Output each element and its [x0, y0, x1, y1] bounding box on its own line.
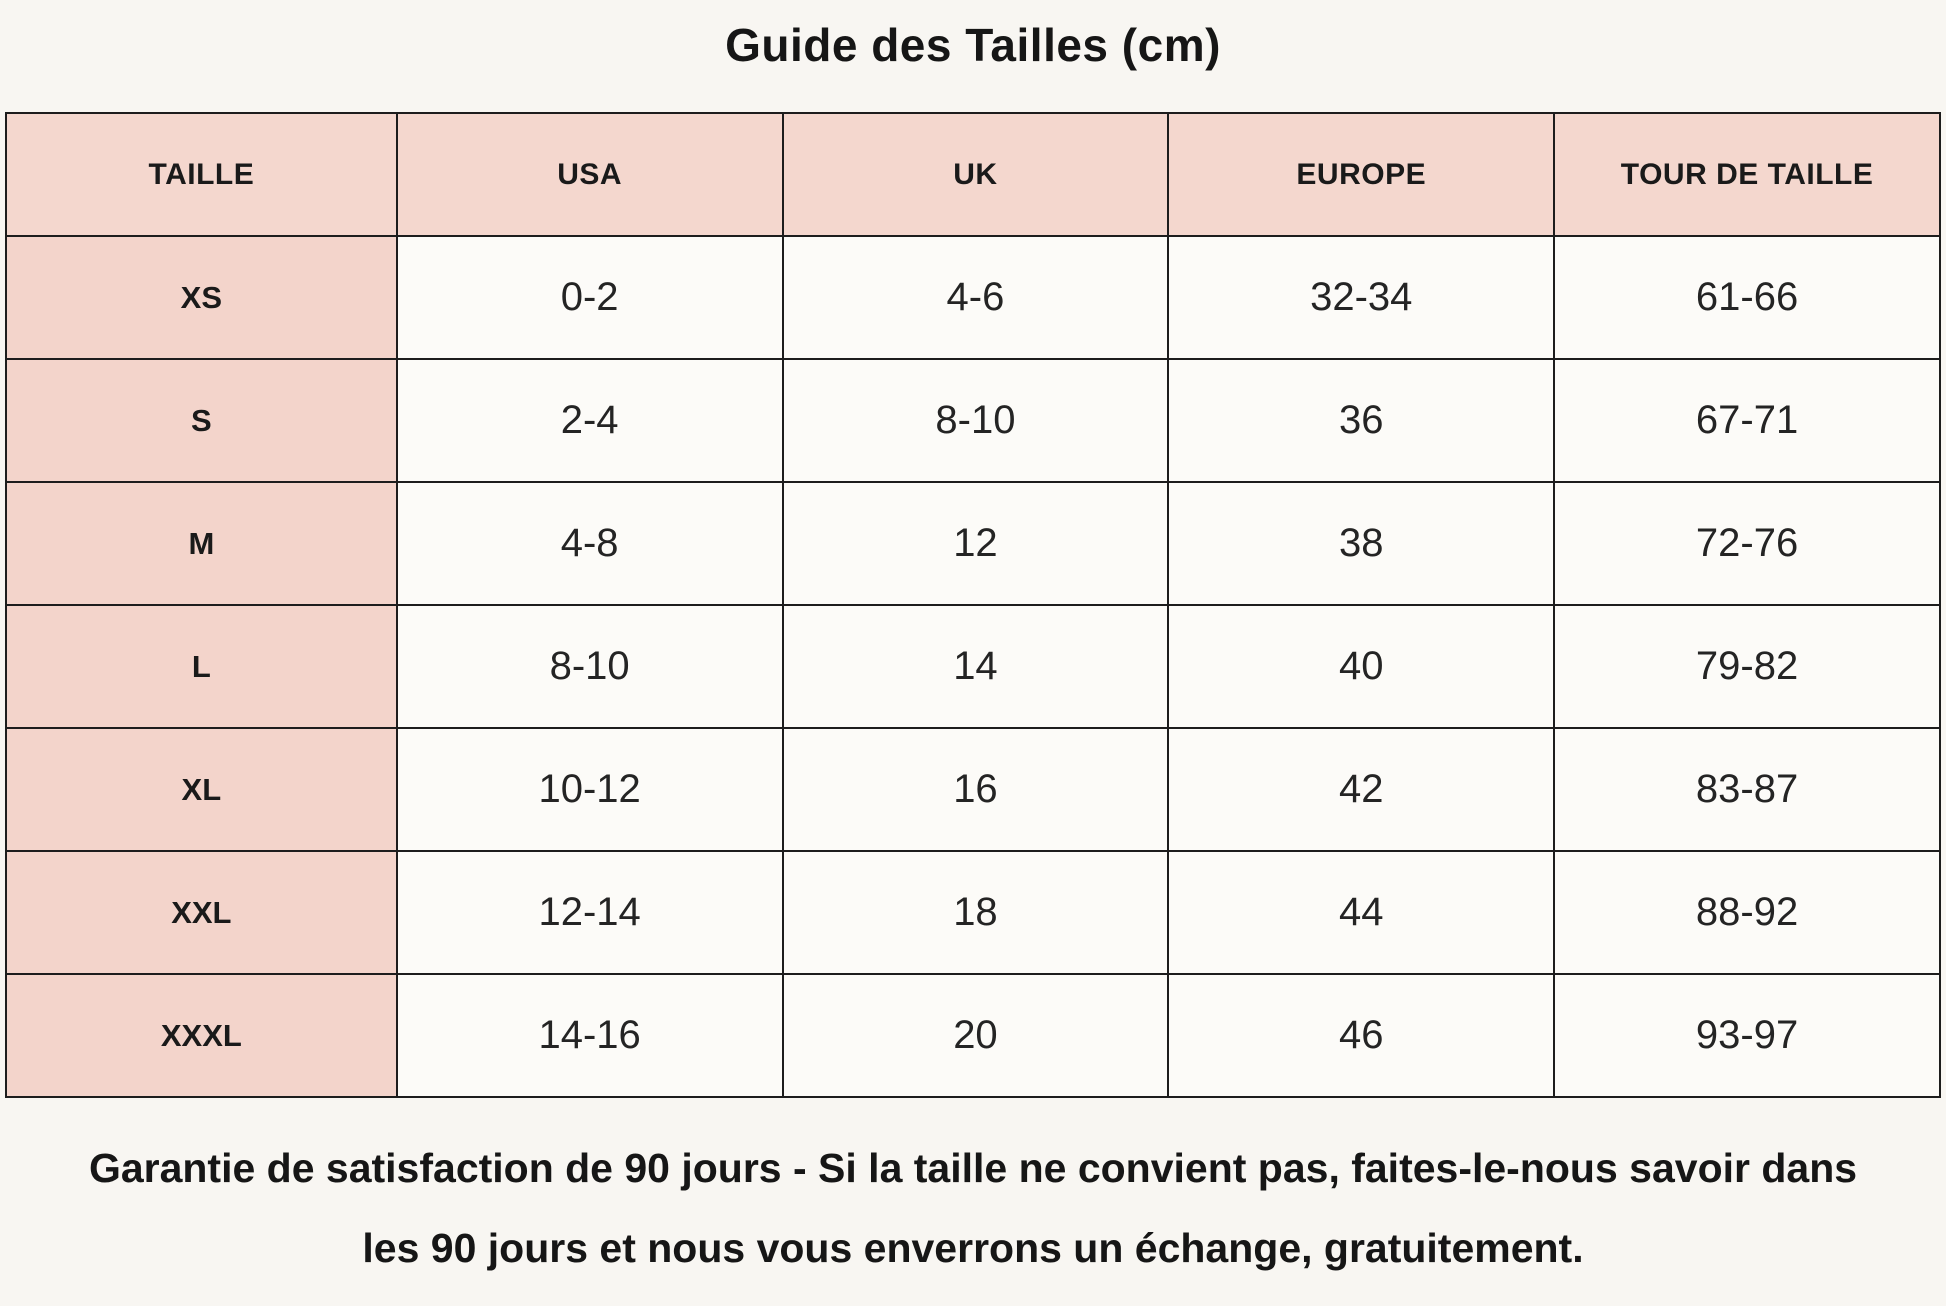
- table-cell: 16: [781, 727, 1170, 852]
- header-cell-tour-de-taille: TOUR DE TAILLE: [1553, 112, 1941, 237]
- table-row: XS 0-2 4-6 32-34 61-66: [5, 235, 1941, 360]
- guarantee-line-1: Garantie de satisfaction de 90 jours - S…: [88, 1145, 1858, 1191]
- row-header-cell-xs: XS: [5, 235, 398, 360]
- row-header-cell-xxl: XXL: [5, 850, 398, 975]
- table-cell: 44: [1167, 850, 1556, 975]
- table-row: XL 10-12 16 42 83-87: [5, 727, 1941, 852]
- table-cell: 36: [1167, 358, 1556, 483]
- page-title: Guide des Tailles (cm): [725, 19, 1221, 71]
- table-cell: 67-71: [1553, 358, 1941, 483]
- table-cell: 38: [1167, 481, 1556, 606]
- table-cell: 72-76: [1553, 481, 1941, 606]
- size-guide-table: TAILLE USA UK EUROPE TOUR DE TAILLE XS 0-2 4-6…: [5, 112, 1941, 1098]
- row-header-cell-xl: XL: [5, 727, 398, 852]
- table-row: L 8-10 14 40 79-82: [5, 604, 1941, 729]
- row-header-cell-xxxl: XXXL: [5, 973, 398, 1098]
- table-cell: 20: [781, 973, 1170, 1098]
- header-row: TAILLE USA UK EUROPE TOUR DE TAILLE: [5, 112, 1941, 237]
- header-cell-usa: USA: [395, 112, 784, 237]
- table-cell: 32-34: [1167, 235, 1556, 360]
- table-cell: 83-87: [1553, 727, 1941, 852]
- row-header-cell-s: S: [5, 358, 398, 483]
- table-cell: 8-10: [395, 604, 784, 729]
- table-row: M 4-8 12 38 72-76: [5, 481, 1941, 606]
- guarantee-text: Garantie de satisfaction de 90 jours - S…: [0, 1128, 1946, 1288]
- header-cell-taille: TAILLE: [5, 112, 398, 237]
- table-cell: 18: [781, 850, 1170, 975]
- table-cell: 8-10: [781, 358, 1170, 483]
- table-cell: 40: [1167, 604, 1556, 729]
- table-header: TAILLE USA UK EUROPE TOUR DE TAILLE: [5, 112, 1941, 237]
- table-row: S 2-4 8-10 36 67-71: [5, 358, 1941, 483]
- table-cell: 79-82: [1553, 604, 1941, 729]
- table-cell: 61-66: [1553, 235, 1941, 360]
- table-row: XXL 12-14 18 44 88-92: [5, 850, 1941, 975]
- table-cell: 93-97: [1553, 973, 1941, 1098]
- guarantee-line-2: les 90 jours et nous vous enverrons un é…: [362, 1225, 1584, 1271]
- header-cell-europe: EUROPE: [1167, 112, 1556, 237]
- table-cell: 46: [1167, 973, 1556, 1098]
- table-cell: 14-16: [395, 973, 784, 1098]
- table-cell: 42: [1167, 727, 1556, 852]
- table-cell: 0-2: [395, 235, 784, 360]
- table-cell: 12-14: [395, 850, 784, 975]
- table-row: XXXL 14-16 20 46 93-97: [5, 973, 1941, 1098]
- row-header-cell-l: L: [5, 604, 398, 729]
- table-cell: 14: [781, 604, 1170, 729]
- table-cell: 4-6: [781, 235, 1170, 360]
- table-cell: 12: [781, 481, 1170, 606]
- table-cell: 4-8: [395, 481, 784, 606]
- table-cell: 10-12: [395, 727, 784, 852]
- table-body: XS 0-2 4-6 32-34 61-66 S 2-4 8-10 36 67-71 M 4-8 12 3…: [5, 235, 1941, 1098]
- table-cell: 88-92: [1553, 850, 1941, 975]
- table-cell: 2-4: [395, 358, 784, 483]
- header-cell-uk: UK: [781, 112, 1170, 237]
- row-header-cell-m: M: [5, 481, 398, 606]
